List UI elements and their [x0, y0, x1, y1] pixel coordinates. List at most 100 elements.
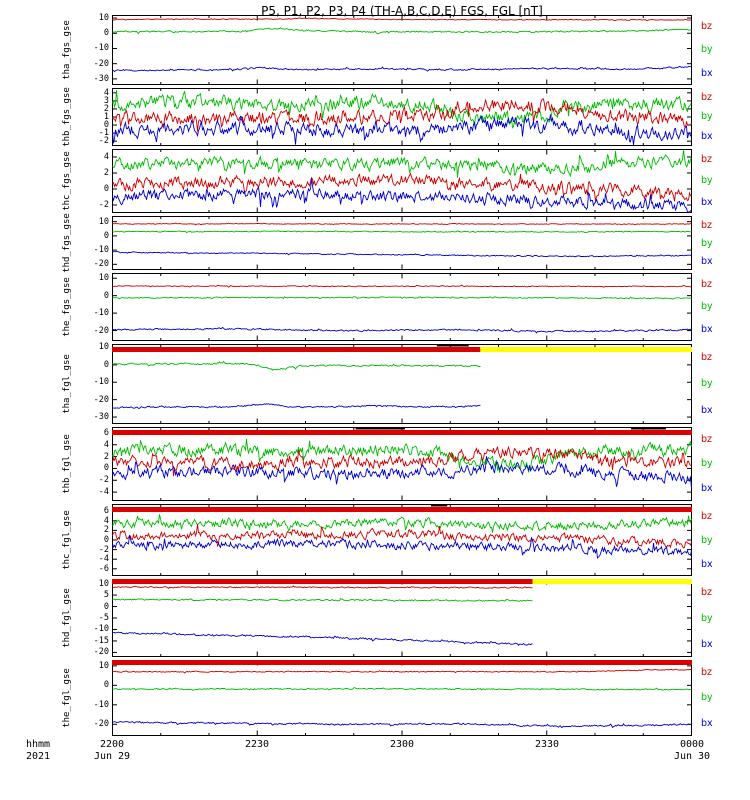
y-tick-labels: 10 0 -10 -20 — [77, 216, 112, 270]
x-axis-ticks: 2200 2230 2300 2330 0000 — [100, 739, 704, 751]
start-date-label: Jun 29 — [93, 751, 131, 762]
y-tick-label: 2 — [103, 103, 109, 114]
y-tick-label: 2 — [103, 168, 109, 178]
trace-legend: bz by bx — [692, 579, 735, 657]
panel-plot — [112, 15, 692, 85]
trace-bz — [112, 17, 692, 22]
quality-bar-yellow — [532, 579, 692, 584]
y-tick-label: -20 — [93, 394, 109, 405]
trace-label-bx: bx — [701, 483, 713, 495]
trace-label-bz: bz — [701, 278, 713, 290]
plot-area — [112, 149, 692, 213]
trace-bx — [112, 631, 533, 647]
plot-area — [112, 216, 692, 270]
trace-legend: bz by bx — [692, 88, 735, 146]
trace-bx — [112, 456, 692, 489]
y-tick-label: 0 — [103, 28, 109, 39]
trace-label-by: by — [701, 237, 713, 249]
trace-by — [112, 27, 692, 35]
y-tick-label: 0 — [103, 535, 109, 545]
trace-by — [112, 296, 692, 300]
plot-area — [112, 273, 692, 341]
y-tick-label: 0 — [103, 463, 109, 474]
plot-title: P5, P1, P2, P3, P4 (TH-A,B,C,D,E) FGS, F… — [261, 4, 543, 18]
y-tick-label: 0 — [103, 184, 109, 194]
y-axis-label-text: thc_fgl_gse — [62, 510, 72, 570]
trace-bx — [112, 326, 692, 334]
panel-plot — [112, 216, 692, 270]
panel-thb_fgl_gse: thb_fgl_gse 6 4 2 0 -2 -4 bz by bx — [57, 427, 735, 501]
trace-bz — [112, 668, 692, 674]
y-tick-labels: 4 3 2 1 0 -1 -2 — [77, 88, 112, 146]
trace-label-by: by — [701, 44, 713, 56]
panel-thb_fgs_gse: thb_fgs_gse 4 3 2 1 0 -1 -2 bz by bx — [57, 87, 735, 147]
trace-legend: bz by bx — [692, 344, 735, 424]
y-axis-label-text: thb_fgs_gse — [62, 87, 72, 147]
y-tick-label: -20 — [93, 719, 109, 730]
black-mark — [431, 504, 448, 507]
plot-area — [112, 579, 692, 657]
trace-label-bz: bz — [701, 92, 713, 104]
y-tick-label: -20 — [93, 259, 109, 270]
trace-bx — [112, 251, 692, 258]
y-tick-labels: 10 0 -10 -20 — [77, 660, 112, 736]
panel-the_fgs_gse: the_fgs_gse 10 0 -10 -20 bz by bx — [57, 273, 735, 341]
panel-thd_fgs_gse: thd_fgs_gse 10 0 -10 -20 bz by bx — [57, 213, 735, 273]
y-tick-label: 10 — [98, 578, 109, 589]
y-tick-label: 4 — [103, 152, 109, 162]
y-tick-label: 4 — [103, 439, 109, 450]
y-axis-label: thb_fgl_gse — [57, 427, 77, 501]
trace-bz — [112, 445, 692, 477]
y-tick-labels: 4 2 0 -2 — [77, 149, 112, 213]
trace-label-bx: bx — [701, 130, 713, 142]
y-axis-label-text: tha_fgl_gse — [62, 354, 72, 414]
y-tick-label: -4 — [98, 554, 109, 565]
trace-bx — [112, 65, 692, 73]
y-tick-label: 2 — [103, 525, 109, 536]
x-tick-label: 2200 — [99, 739, 125, 750]
trace-label-bz: bz — [701, 586, 713, 598]
trace-label-by: by — [701, 534, 713, 546]
y-tick-label: 10 — [98, 660, 109, 671]
trace-label-by: by — [701, 301, 713, 313]
trace-label-by: by — [701, 175, 713, 187]
y-tick-labels: 10 5 0 -5 -10 -15 -20 — [77, 578, 112, 658]
y-tick-label: 0 — [103, 359, 109, 370]
y-tick-label: 10 — [98, 216, 109, 227]
y-axis-label-text: thb_fgl_gse — [62, 434, 72, 494]
y-tick-label: 10 — [98, 13, 109, 24]
y-tick-label: -6 — [98, 563, 109, 574]
trace-bz — [112, 347, 481, 351]
x-axis-dates: Jun 29 Jun 30 — [94, 751, 710, 763]
x-tick-label: 2230 — [244, 739, 270, 750]
trace-by — [112, 514, 692, 533]
trace-label-bx: bx — [701, 558, 713, 570]
quality-bar-red — [112, 660, 692, 665]
y-tick-label: -10 — [93, 377, 109, 388]
y-tick-label: -2 — [98, 136, 109, 147]
panel-plot — [112, 273, 692, 341]
y-tick-label: -10 — [93, 245, 109, 256]
quality-bar-red — [112, 507, 692, 512]
y-tick-label: -10 — [93, 43, 109, 54]
y-tick-label: 10 — [98, 342, 109, 353]
y-tick-label: -10 — [93, 308, 109, 319]
trace-label-bx: bx — [701, 638, 713, 650]
y-axis-label: the_fgl_gse — [57, 660, 77, 736]
panel-thc_fgs_gse: thc_fgs_gse 4 2 0 -2 bz by bx — [57, 149, 735, 213]
trace-legend: bz by bx — [692, 504, 735, 576]
trace-label-bz: bz — [701, 667, 713, 679]
panel-tha_fgl_gse: tha_fgl_gse 10 0 -10 -20 -30 bz by bx — [57, 342, 735, 424]
y-axis-label: tha_fgs_gse — [57, 15, 77, 85]
y-tick-labels: 10 0 -10 -20 — [77, 273, 112, 341]
trace-label-bx: bx — [701, 324, 713, 336]
y-tick-label: 3 — [103, 95, 109, 106]
y-tick-label: -10 — [93, 699, 109, 710]
y-axis-label-text: thd_fgs_gse — [62, 213, 72, 273]
trace-bz — [112, 98, 692, 132]
trace-by — [112, 439, 692, 473]
plot-area — [112, 660, 692, 736]
trace-legend: bz by bx — [692, 15, 735, 85]
year-label: 2021 — [26, 751, 51, 762]
trace-legend: bz by bx — [692, 273, 735, 341]
